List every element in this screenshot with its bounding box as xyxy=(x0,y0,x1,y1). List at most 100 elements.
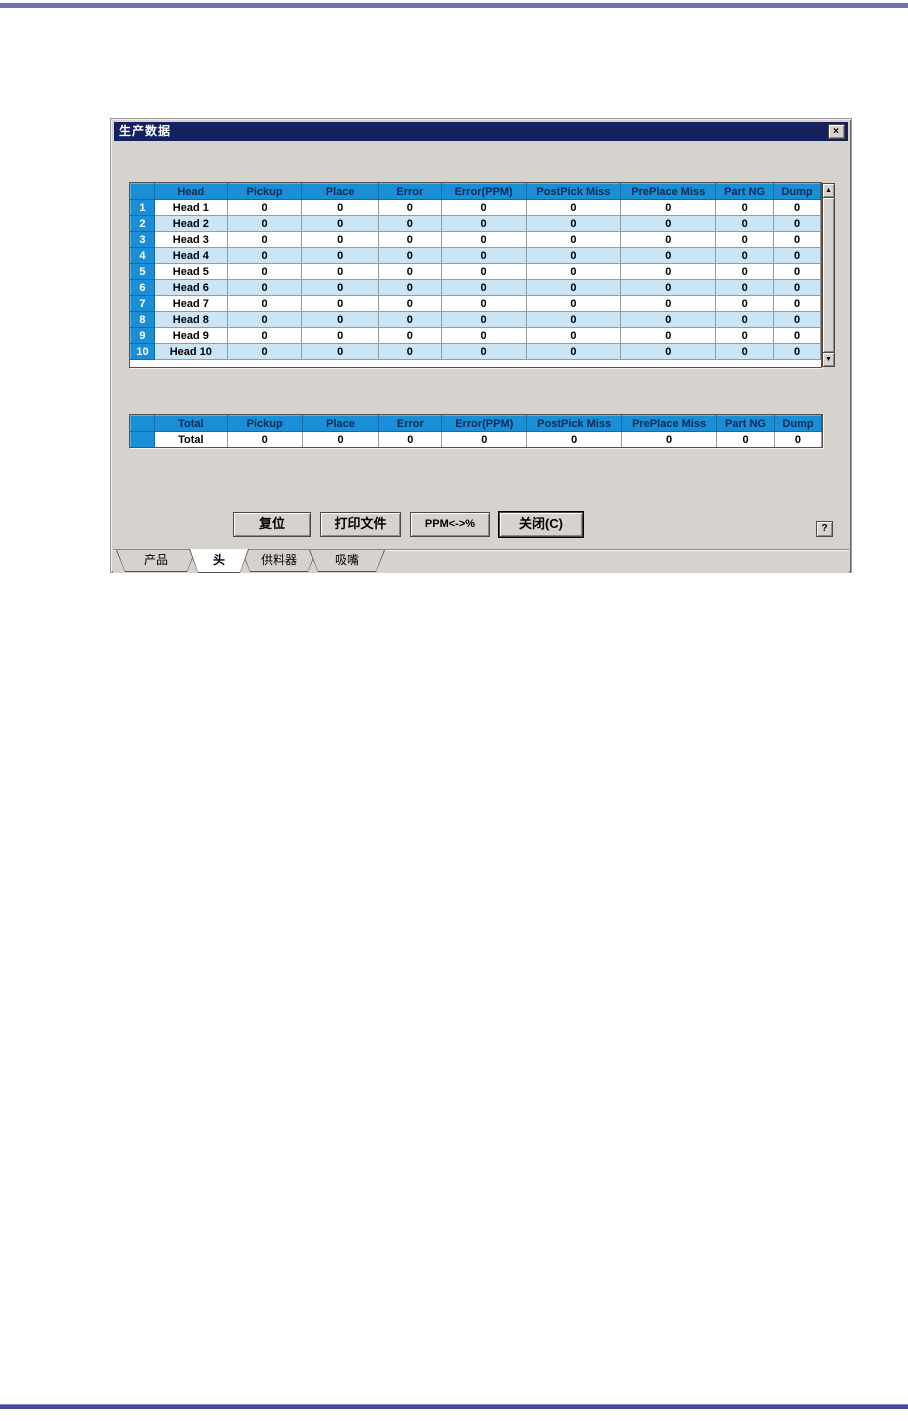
value-cell: 0 xyxy=(525,231,622,248)
value-cell: 0 xyxy=(620,199,717,216)
value-cell: 0 xyxy=(525,247,622,264)
head-table-header-row: Head Pickup Place Error Error(PPM) PostPick M… xyxy=(130,183,821,200)
row-number-cell xyxy=(130,431,155,447)
production-data-dialog: 生产数据 × Head Pickup Place Error Error(PPM) Pos… xyxy=(110,118,852,573)
value-cell: 0 xyxy=(526,431,623,447)
value-cell: 0 xyxy=(773,199,821,216)
value-cell: 0 xyxy=(301,247,379,264)
value-cell: 0 xyxy=(226,247,303,264)
dialog-titlebar[interactable]: 生产数据 × xyxy=(114,122,848,141)
help-icon[interactable]: ? xyxy=(816,521,833,537)
value-cell: 0 xyxy=(441,431,528,447)
tab-3[interactable]: 供料器 xyxy=(241,550,317,572)
row-label-cell: Head 8 xyxy=(153,311,228,328)
value-cell: 0 xyxy=(301,295,379,312)
value-cell: 0 xyxy=(440,199,527,216)
column-header: Pickup xyxy=(226,415,303,432)
value-cell: 0 xyxy=(377,247,442,264)
row-label-cell: Head 4 xyxy=(153,247,228,264)
column-header: Total xyxy=(153,415,228,432)
value-cell: 0 xyxy=(301,279,379,296)
value-cell: 0 xyxy=(620,231,717,248)
tab-2[interactable]: 头 xyxy=(189,549,249,573)
tab-4[interactable]: 吸嘴 xyxy=(309,550,385,572)
column-header: Error(PPM) xyxy=(441,415,528,432)
tab-label: 产品 xyxy=(143,553,168,567)
value-cell: 0 xyxy=(440,295,527,312)
corner-cell xyxy=(130,183,155,200)
close-button[interactable]: 关闭(C) xyxy=(498,511,584,538)
tab-1[interactable]: 产品 xyxy=(116,550,196,572)
value-cell: 0 xyxy=(440,343,527,360)
value-cell: 0 xyxy=(301,231,379,248)
value-cell: 0 xyxy=(226,279,303,296)
value-cell: 0 xyxy=(620,215,717,232)
tab-label: 供料器 xyxy=(260,553,297,567)
value-cell: 0 xyxy=(378,431,443,447)
row-label-cell: Head 2 xyxy=(153,215,228,232)
value-cell: 0 xyxy=(525,311,622,328)
row-number-cell: 8 xyxy=(130,311,155,328)
value-cell: 0 xyxy=(773,247,821,264)
value-cell: 0 xyxy=(226,311,303,328)
tab-fill xyxy=(117,550,195,571)
close-icon[interactable]: × xyxy=(828,124,845,139)
value-cell: 0 xyxy=(620,247,717,264)
value-cell: 0 xyxy=(773,327,821,344)
value-cell: 0 xyxy=(226,431,303,447)
value-cell: 0 xyxy=(715,215,775,232)
value-cell: 0 xyxy=(301,327,379,344)
column-header: Dump xyxy=(773,415,822,432)
value-cell: 0 xyxy=(377,311,442,328)
value-cell: 0 xyxy=(440,247,527,264)
value-cell: 0 xyxy=(525,199,622,216)
value-cell: 0 xyxy=(621,431,718,447)
scroll-up-icon[interactable]: ▲ xyxy=(822,183,835,198)
value-cell: 0 xyxy=(715,279,775,296)
row-number-cell: 3 xyxy=(130,231,155,248)
value-cell: 0 xyxy=(715,343,775,360)
value-cell: 0 xyxy=(377,231,442,248)
value-cell: 0 xyxy=(377,295,442,312)
column-header: PostPick Miss xyxy=(525,183,622,200)
ppm-percent-toggle-button[interactable]: PPM<->% xyxy=(410,512,490,537)
value-cell: 0 xyxy=(440,215,527,232)
row-number-cell: 7 xyxy=(130,295,155,312)
column-header: PrePlace Miss xyxy=(621,415,718,432)
value-cell: 0 xyxy=(525,263,622,280)
value-cell: 0 xyxy=(525,215,622,232)
value-cell: 0 xyxy=(773,279,821,296)
value-cell: 0 xyxy=(377,215,442,232)
value-cell: 0 xyxy=(715,311,775,328)
value-cell: 0 xyxy=(715,327,775,344)
column-header: Part NG xyxy=(716,415,775,432)
value-cell: 0 xyxy=(773,311,821,328)
vertical-scrollbar[interactable]: ▲ ▼ xyxy=(822,183,835,367)
value-cell: 0 xyxy=(773,295,821,312)
value-cell: 0 xyxy=(620,263,717,280)
column-header: Error xyxy=(377,183,442,200)
scrollbar-thumb[interactable] xyxy=(822,198,835,352)
total-grid: Total Pickup Place Error Error(PPM) PostPick … xyxy=(129,414,823,448)
value-cell: 0 xyxy=(377,327,442,344)
tab-fill xyxy=(190,549,248,572)
column-header: Head xyxy=(153,183,228,200)
value-cell: 0 xyxy=(377,263,442,280)
column-header: Error(PPM) xyxy=(440,183,527,200)
print-file-button[interactable]: 打印文件 xyxy=(320,512,401,537)
reset-button[interactable]: 复位 xyxy=(233,512,311,537)
value-cell: 0 xyxy=(377,279,442,296)
scroll-down-icon[interactable]: ▼ xyxy=(822,352,835,367)
value-cell: 0 xyxy=(716,431,775,447)
row-label-cell: Head 10 xyxy=(153,343,228,360)
row-label-cell: Head 1 xyxy=(153,199,228,216)
column-header: Error xyxy=(378,415,443,432)
value-cell: 0 xyxy=(773,263,821,280)
corner-cell xyxy=(130,415,155,432)
row-label-cell: Head 9 xyxy=(153,327,228,344)
row-label-cell: Head 3 xyxy=(153,231,228,248)
